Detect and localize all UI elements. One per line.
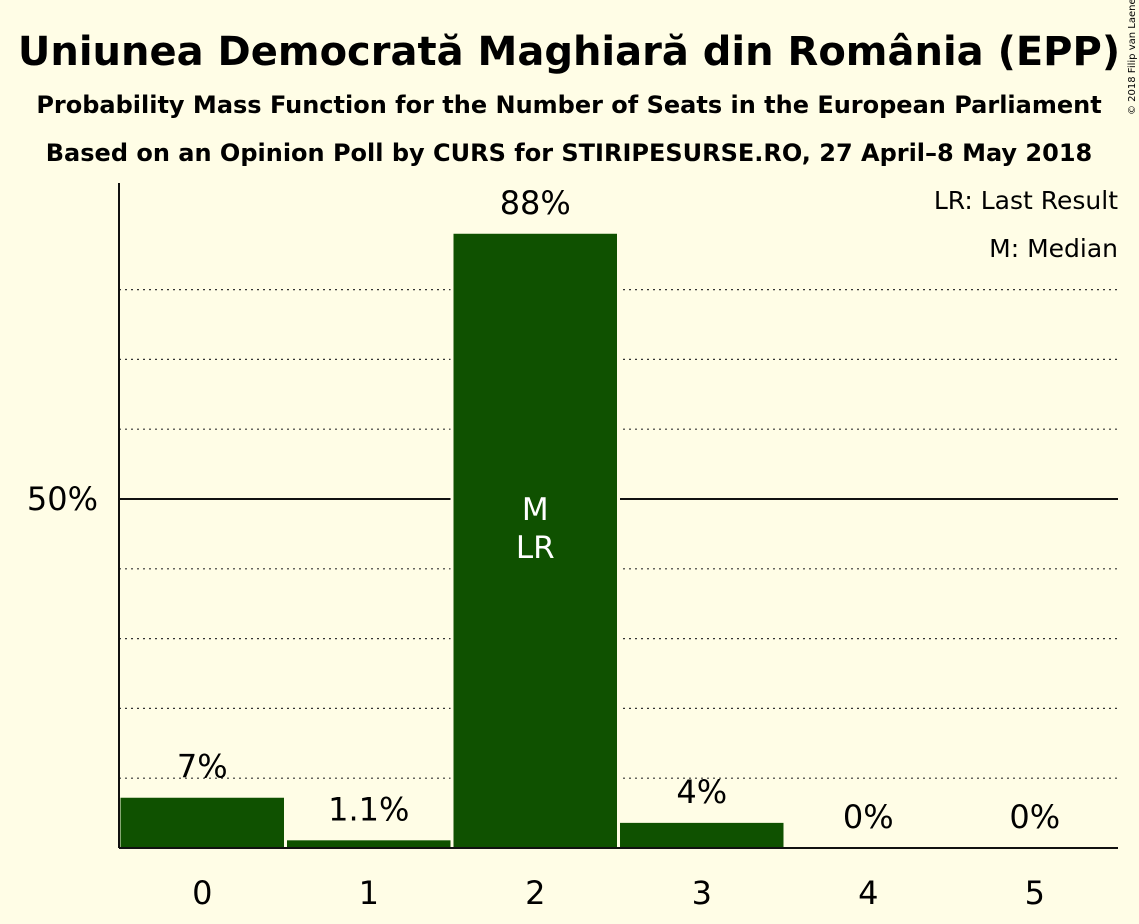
bar-2 [453, 233, 617, 848]
data-label: 0% [1009, 798, 1060, 836]
chart-title: Uniunea Democrată Maghiară din România (… [18, 29, 1120, 75]
x-tick-label: 0 [192, 874, 212, 912]
bars [117, 230, 787, 848]
bar-3 [620, 822, 784, 848]
data-label: 4% [676, 773, 727, 811]
data-label: 0% [843, 798, 894, 836]
copyright-credit: © 2018 Filip van Laenen [1127, 0, 1138, 115]
data-labels: 7% 0 1.1% 1 88% MLR 2 4% 3 0% 4 0% 5 [177, 184, 1060, 912]
legend-median: M: Median [989, 234, 1118, 263]
axes [118, 183, 1118, 849]
x-tick-label: 5 [1025, 874, 1045, 912]
x-tick-label: 4 [858, 874, 878, 912]
chart-subtitle-1: Probability Mass Function for the Number… [36, 91, 1101, 119]
y-tick-label: 50% [27, 480, 98, 518]
chart-subtitle-2: Based on an Opinion Poll by CURS for STI… [46, 139, 1092, 167]
data-label: 7% [177, 748, 228, 786]
x-tick-label: 1 [359, 874, 379, 912]
bar-1 [287, 840, 451, 848]
legend-last-result: LR: Last Result [934, 186, 1118, 215]
bar-marker: M [522, 492, 549, 528]
data-label: 88% [500, 184, 571, 222]
bar-0 [120, 797, 284, 848]
x-tick-label: 3 [692, 874, 712, 912]
bar-marker: LR [516, 530, 555, 566]
x-tick-label: 2 [525, 874, 545, 912]
data-label: 1.1% [328, 790, 409, 828]
